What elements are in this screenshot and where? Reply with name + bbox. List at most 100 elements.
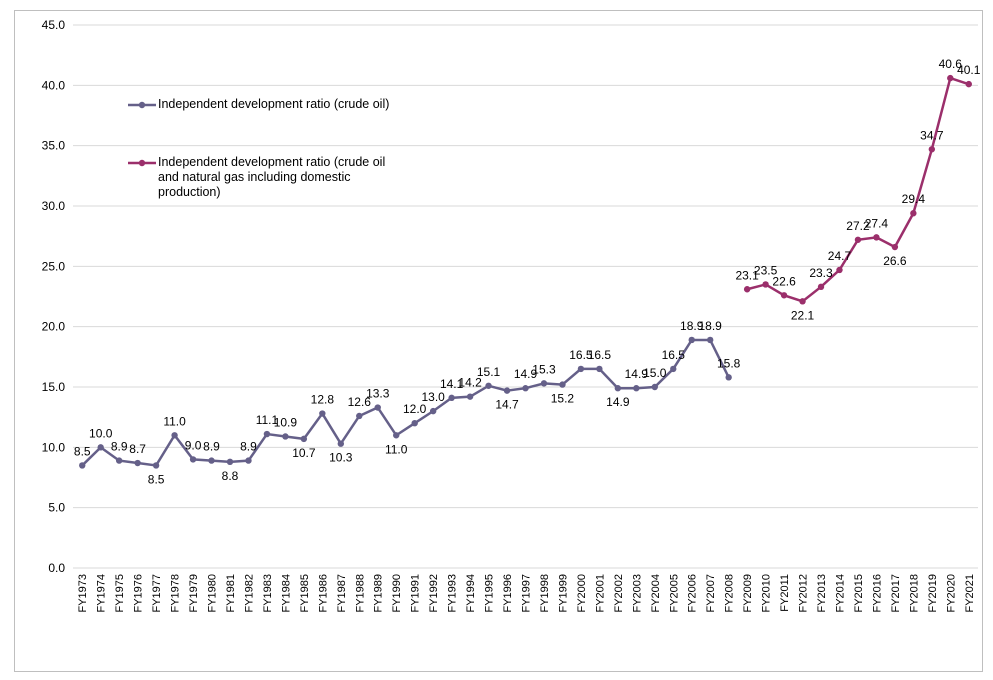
x-tick-label: FY2021 (964, 574, 976, 613)
point (854, 236, 862, 243)
y-tick-label: 25.0 (42, 259, 66, 273)
data-label: 11.0 (163, 414, 186, 428)
y-tick-label: 20.0 (42, 320, 66, 334)
data-label: 12.8 (311, 393, 335, 407)
point (873, 234, 880, 241)
x-tick-label: FY1988 (354, 574, 366, 613)
point (171, 432, 178, 439)
point (633, 385, 640, 392)
point (762, 281, 769, 288)
point (910, 210, 917, 217)
x-tick-label: FY1990 (391, 574, 403, 613)
data-label: 8.5 (148, 472, 165, 486)
point (300, 435, 308, 443)
data-label: 10.9 (274, 415, 298, 429)
data-label: 15.1 (477, 365, 501, 379)
point (356, 412, 363, 420)
data-label: 8.9 (111, 440, 128, 454)
point (393, 432, 400, 439)
point (245, 457, 252, 464)
legend-swatch-marker (138, 101, 146, 109)
data-label: 14.9 (625, 367, 649, 381)
x-tick-label: FY2012 (798, 574, 810, 613)
data-label: 16.5 (588, 348, 612, 362)
x-tick-label: FY1979 (188, 574, 200, 613)
point (651, 383, 658, 391)
y-tick-label: 15.0 (42, 380, 66, 394)
data-label: 27.4 (865, 216, 889, 230)
x-tick-label: FY1973 (77, 574, 89, 613)
x-tick-label: FY1975 (114, 574, 126, 613)
y-tick-label: 5.0 (48, 501, 65, 515)
point (891, 243, 899, 251)
point (374, 404, 381, 411)
point (79, 462, 86, 469)
x-tick-label: FY1998 (539, 574, 551, 613)
data-label: 8.7 (129, 442, 146, 456)
point (337, 440, 345, 447)
x-tick-label: FY2005 (668, 574, 680, 613)
point (817, 283, 825, 291)
legend-label: Independent development ratio (crude oil… (158, 155, 386, 199)
point (965, 80, 972, 88)
data-label: 15.8 (717, 356, 741, 370)
data-label: 11.0 (385, 442, 408, 456)
data-label: 23.5 (754, 263, 778, 277)
data-label: 23.3 (809, 266, 833, 280)
point (596, 365, 603, 373)
x-tick-label: FY1991 (410, 574, 422, 613)
data-label: 9.0 (185, 438, 202, 452)
point (411, 420, 418, 427)
x-tick-label: FY1985 (299, 574, 311, 613)
y-tick-label: 10.0 (42, 440, 66, 454)
x-tick-label: FY1980 (207, 574, 219, 613)
data-label: 14.9 (514, 367, 538, 381)
point (115, 457, 123, 464)
point (725, 374, 732, 381)
x-tick-label: FY2017 (890, 574, 902, 613)
data-label: 26.6 (883, 254, 907, 268)
data-label: 22.6 (772, 274, 796, 288)
point (97, 444, 104, 451)
data-label: 40.1 (957, 63, 981, 77)
x-tick-label: FY2004 (650, 574, 662, 613)
x-tick-label: FY1992 (428, 574, 440, 613)
point (134, 459, 141, 467)
x-tick-label: FY1996 (502, 574, 514, 613)
data-label: 16.5 (569, 348, 593, 362)
chart-border (14, 10, 983, 672)
data-label: 12.0 (403, 402, 427, 416)
y-tick-label: 40.0 (42, 78, 66, 92)
point (226, 458, 234, 466)
data-label: 8.5 (74, 444, 91, 458)
point (189, 456, 197, 463)
y-tick-label: 45.0 (42, 18, 66, 32)
point (152, 462, 160, 469)
point (485, 382, 492, 389)
point (208, 457, 215, 464)
data-label: 8.9 (203, 440, 220, 454)
data-label: 10.0 (89, 426, 113, 440)
x-tick-label: FY1977 (151, 574, 163, 613)
x-tick-label: FY2016 (871, 574, 883, 613)
x-tick-label: FY1999 (557, 574, 569, 613)
x-tick-label: FY1974 (96, 574, 108, 613)
x-tick-label: FY2003 (631, 574, 643, 613)
data-label: 22.1 (791, 308, 815, 322)
x-tick-label: FY1983 (262, 574, 274, 613)
legend-label: Independent development ratio (crude oil… (158, 97, 390, 111)
point (282, 433, 289, 440)
point (670, 365, 677, 373)
x-tick-label: FY1976 (133, 574, 145, 613)
x-tick-label: FY2009 (742, 574, 754, 613)
y-tick-label: 30.0 (42, 199, 66, 213)
data-label: 13.3 (366, 387, 390, 401)
data-label: 13.0 (421, 390, 445, 404)
data-label: 24.7 (828, 249, 852, 263)
x-tick-label: FY2011 (779, 574, 791, 612)
point (614, 385, 622, 392)
x-tick-label: FY2013 (816, 574, 828, 613)
point (928, 146, 936, 153)
point (263, 430, 271, 438)
